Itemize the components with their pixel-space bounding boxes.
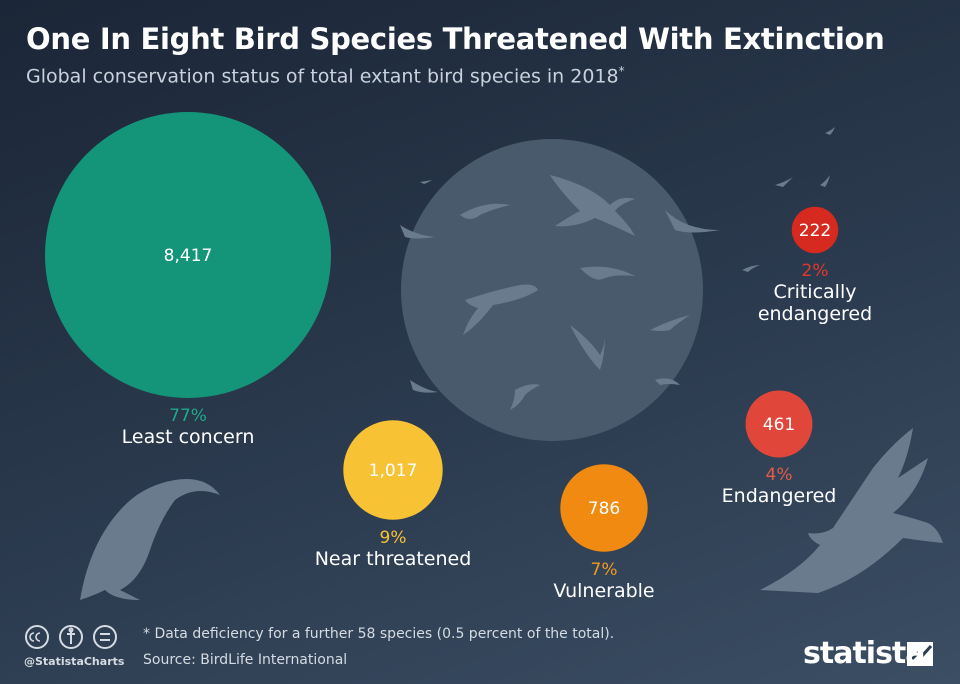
category-label-block: 9% Near threatened <box>293 528 493 570</box>
category-label: Endangered <box>721 485 837 508</box>
category-label: Vulnerable <box>553 579 655 602</box>
value-label: 461 <box>763 415 795 435</box>
bubble <box>560 464 648 552</box>
footer-icons <box>25 625 117 649</box>
decor-circle <box>401 139 703 441</box>
category-label-block: 2% Critically endangered <box>750 261 880 325</box>
credit: @StatistaCharts <box>24 655 125 668</box>
category-label-block: 7% Vulnerable <box>524 560 684 602</box>
value-label: 1,017 <box>369 461 418 481</box>
value-label: 786 <box>588 499 620 519</box>
footnote: * Data deficiency for a further 58 speci… <box>143 626 615 642</box>
share-label: 9% <box>379 527 407 548</box>
category-label: Critically endangered <box>757 281 873 326</box>
value-label: 8,417 <box>164 246 213 266</box>
share-label: 2% <box>801 261 829 282</box>
brand-logo <box>907 642 933 666</box>
subtitle-block: Global conservation status of total exta… <box>26 64 625 87</box>
brand: statista <box>803 636 926 671</box>
share-label: 7% <box>590 559 618 580</box>
bubble <box>343 420 443 520</box>
category-label: Near threatened <box>314 547 472 570</box>
bird-silhouettes <box>80 127 943 600</box>
source: Source: BirdLife International <box>143 652 348 668</box>
bubble <box>745 390 813 458</box>
share-label: 77% <box>169 406 207 426</box>
category-label-block: 77% Least concern <box>78 406 298 448</box>
share-label: 4% <box>765 465 793 486</box>
subtitle-marker: * <box>618 64 625 78</box>
category-label: Least concern <box>121 426 255 448</box>
bubble <box>791 206 839 254</box>
bubble <box>45 112 331 398</box>
value-label: 222 <box>799 221 831 241</box>
title: One In Eight Bird Species Threatened Wit… <box>26 22 885 56</box>
category-label-block: 4% Endangered <box>699 465 859 507</box>
subtitle: Global conservation status of total exta… <box>26 65 619 88</box>
